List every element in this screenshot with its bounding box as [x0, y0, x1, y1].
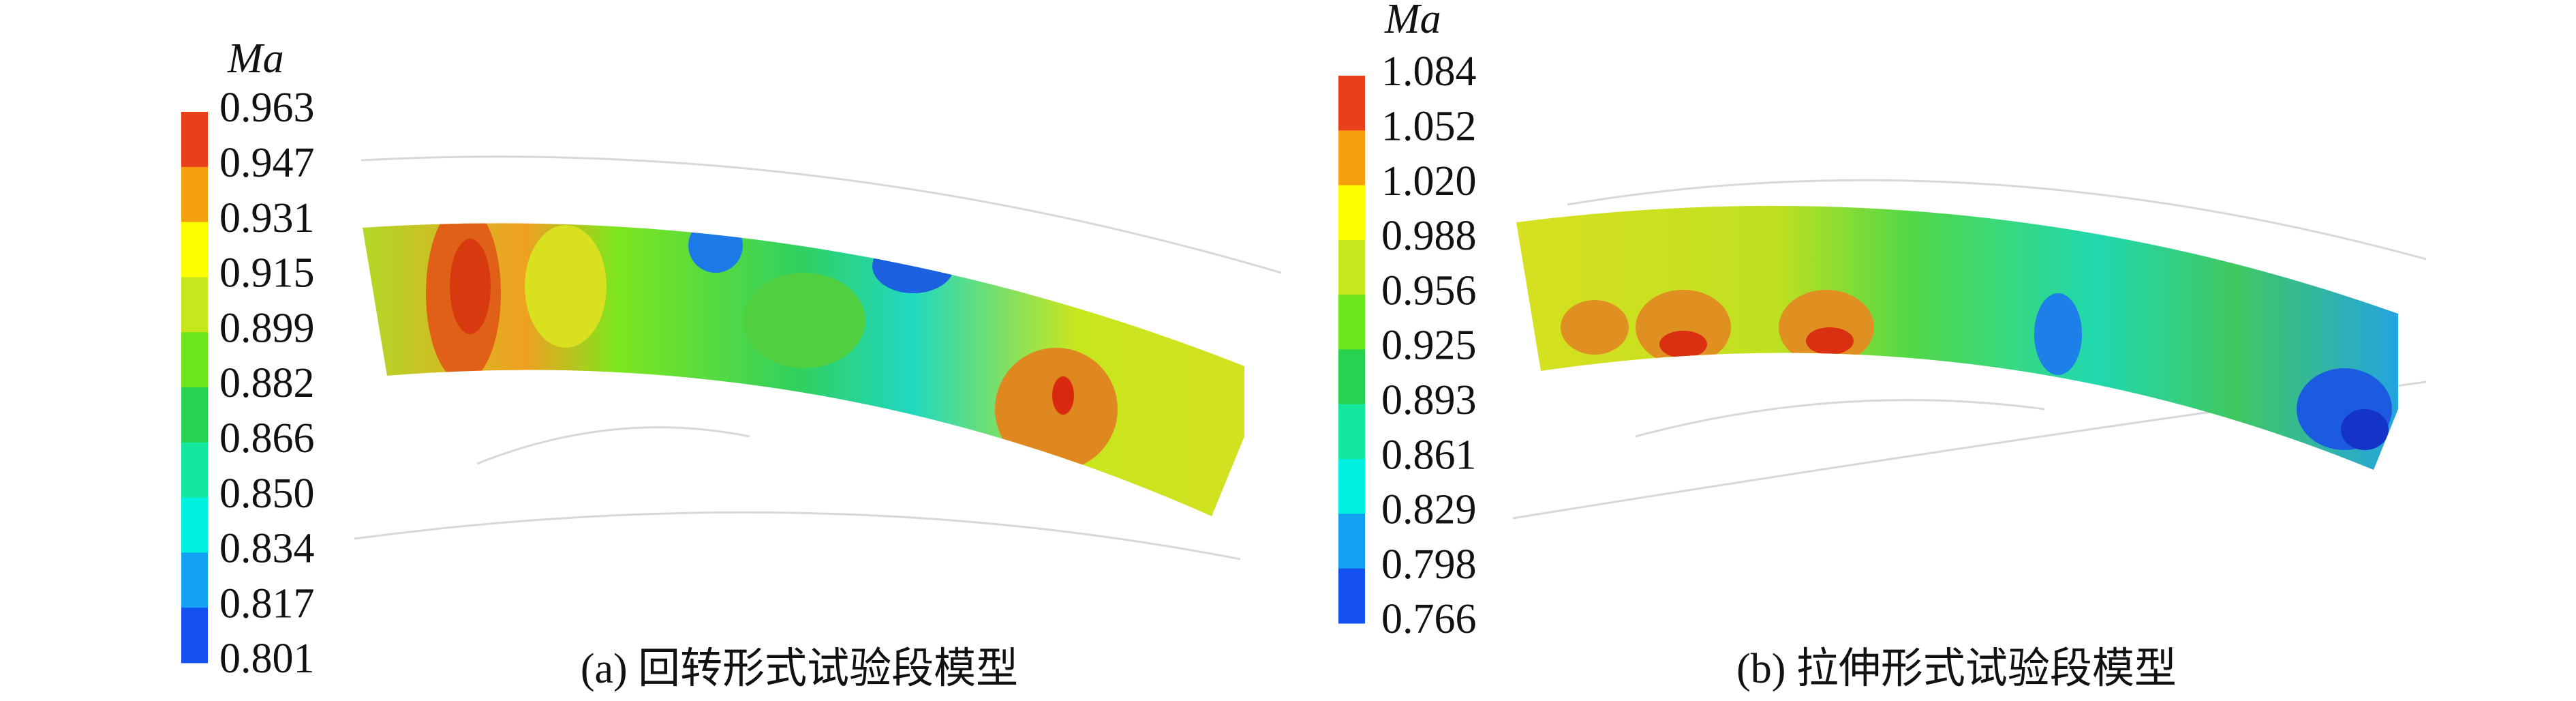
colorbar-label: 0.798	[1381, 541, 1477, 588]
colorbar-band	[1338, 513, 1365, 569]
colorbar-label: 0.882	[219, 360, 315, 406]
colorbar-band	[1338, 239, 1365, 295]
colorbar-band	[181, 166, 208, 223]
colorbar-label: 0.834	[219, 526, 315, 572]
colorbar-band	[1338, 404, 1365, 460]
colorbar-band	[181, 442, 208, 498]
colorbar-label: 0.766	[1381, 596, 1477, 642]
colorbar-label: 0.956	[1381, 267, 1477, 314]
colorbar-label: 0.893	[1381, 377, 1477, 423]
colorbar-band	[181, 497, 208, 553]
colorbar-band	[1338, 349, 1365, 405]
colorbar-label: 0.963	[219, 85, 315, 131]
colorbar-label: 0.947	[219, 140, 315, 186]
colorbar-band	[181, 222, 208, 278]
colorbar-band	[181, 552, 208, 608]
colorbar-label: 1.052	[1381, 104, 1477, 150]
colorbar-label: 0.925	[1381, 323, 1477, 369]
colorbar-label: 0.915	[219, 250, 315, 297]
colorbar-title: Ma	[1384, 0, 1441, 42]
colorbar-band	[1338, 568, 1365, 624]
colorbar-band	[1338, 459, 1365, 514]
colorbar-band	[181, 608, 208, 663]
colorbar-band	[1338, 295, 1365, 350]
colorbar-label: 1.084	[1381, 48, 1477, 95]
colorbar-band	[181, 277, 208, 333]
colorbar-label: 0.817	[219, 580, 315, 627]
colorbar-band	[1338, 130, 1365, 186]
colorbar-band	[181, 332, 208, 388]
colorbar-label: 0.861	[1381, 432, 1477, 478]
caption: (a) 回转形式试验段模型	[581, 646, 1018, 692]
colorbar-label: 0.866	[219, 415, 315, 462]
caption: (b) 拉伸形式试验段模型	[1736, 646, 2177, 692]
colorbar-label: 0.829	[1381, 487, 1477, 533]
contour-a	[363, 223, 1244, 516]
colorbar-label: 0.899	[219, 305, 315, 351]
colorbar-label: 0.931	[219, 195, 315, 241]
colorbar-label: 0.850	[219, 471, 315, 517]
colorbar-title: Ma	[227, 35, 284, 82]
colorbar-band	[181, 112, 208, 168]
colorbar-label: 0.988	[1381, 213, 1477, 259]
colorbar-label: 0.801	[219, 636, 315, 682]
colorbar-band	[1338, 76, 1365, 131]
colorbar-label: 1.020	[1381, 158, 1477, 205]
colorbar-band	[1338, 185, 1365, 241]
colorbar-band	[181, 387, 208, 443]
